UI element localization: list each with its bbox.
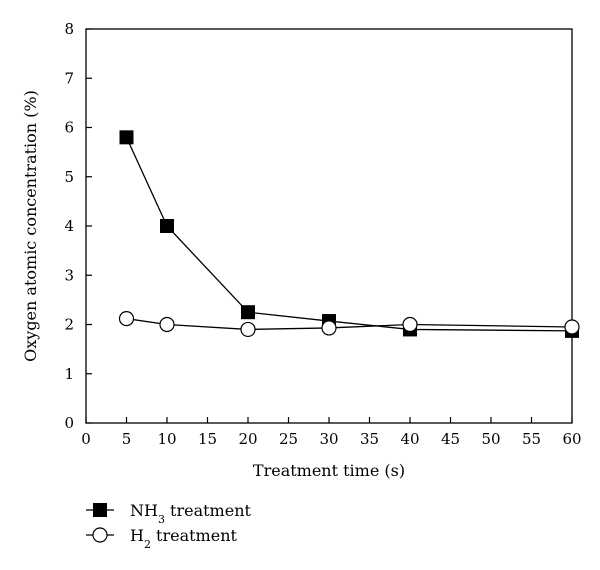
data-point-h2 [402, 316, 418, 333]
data-point-h2 [240, 321, 256, 338]
x-tick-label: 20 [238, 430, 257, 448]
y-tick-label: 8 [64, 20, 74, 38]
data-point-nh3 [241, 305, 255, 320]
y-tick-label: 7 [64, 69, 74, 87]
x-tick-label: 5 [122, 430, 132, 448]
y-tick-label: 5 [64, 168, 74, 186]
data-point-h2 [564, 319, 580, 335]
data-point-nh3 [160, 219, 174, 233]
legend: NH3 treatment H2 treatment [86, 501, 252, 551]
y-tick-label: 1 [64, 365, 74, 383]
x-tick-label: 50 [481, 430, 500, 448]
y-tick-label: 0 [64, 414, 74, 432]
x-tick-label: 35 [360, 430, 379, 448]
legend-marker-filled-square [93, 503, 107, 517]
x-tick-label: 15 [198, 430, 217, 448]
legend-item-h2: H2 treatment [86, 526, 238, 551]
series-layer [118, 130, 580, 338]
data-point-h2 [321, 320, 337, 336]
x-tick-label: 55 [522, 430, 541, 448]
x-tick-label: 60 [562, 430, 581, 448]
y-tick-label: 4 [64, 217, 74, 235]
x-tick-label: 0 [81, 430, 91, 448]
x-tick-label: 30 [319, 430, 338, 448]
y-tick-label: 6 [64, 119, 74, 137]
data-point-nh3 [119, 130, 134, 145]
y-axis-ticks: 0 1 2 3 4 5 6 7 8 [64, 20, 92, 432]
legend-label-nh3: NH3 treatment [130, 501, 252, 526]
x-tick-label: 45 [441, 430, 460, 448]
y-tick-label: 3 [64, 266, 74, 284]
x-tick-label: 40 [400, 430, 419, 448]
x-axis-ticks: 0 5 10 15 20 25 30 35 40 45 50 55 60 [81, 417, 582, 448]
y-tick-label: 2 [64, 316, 74, 334]
y-axis-label: Oxygen atomic concentration (%) [21, 90, 40, 362]
series-line-nh3 [125, 137, 573, 332]
legend-label-h2: H2 treatment [130, 526, 238, 551]
x-tick-label: 25 [279, 430, 298, 448]
plot-frame [85, 28, 573, 424]
x-axis-label: Treatment time (s) [253, 461, 405, 480]
legend-item-nh3: NH3 treatment [86, 501, 252, 526]
legend-marker-open-circle [92, 527, 108, 543]
x-tick-label: 10 [157, 430, 176, 448]
data-point-h2 [118, 310, 135, 327]
data-point-h2 [159, 316, 175, 333]
series-line-h2 [126, 317, 573, 331]
